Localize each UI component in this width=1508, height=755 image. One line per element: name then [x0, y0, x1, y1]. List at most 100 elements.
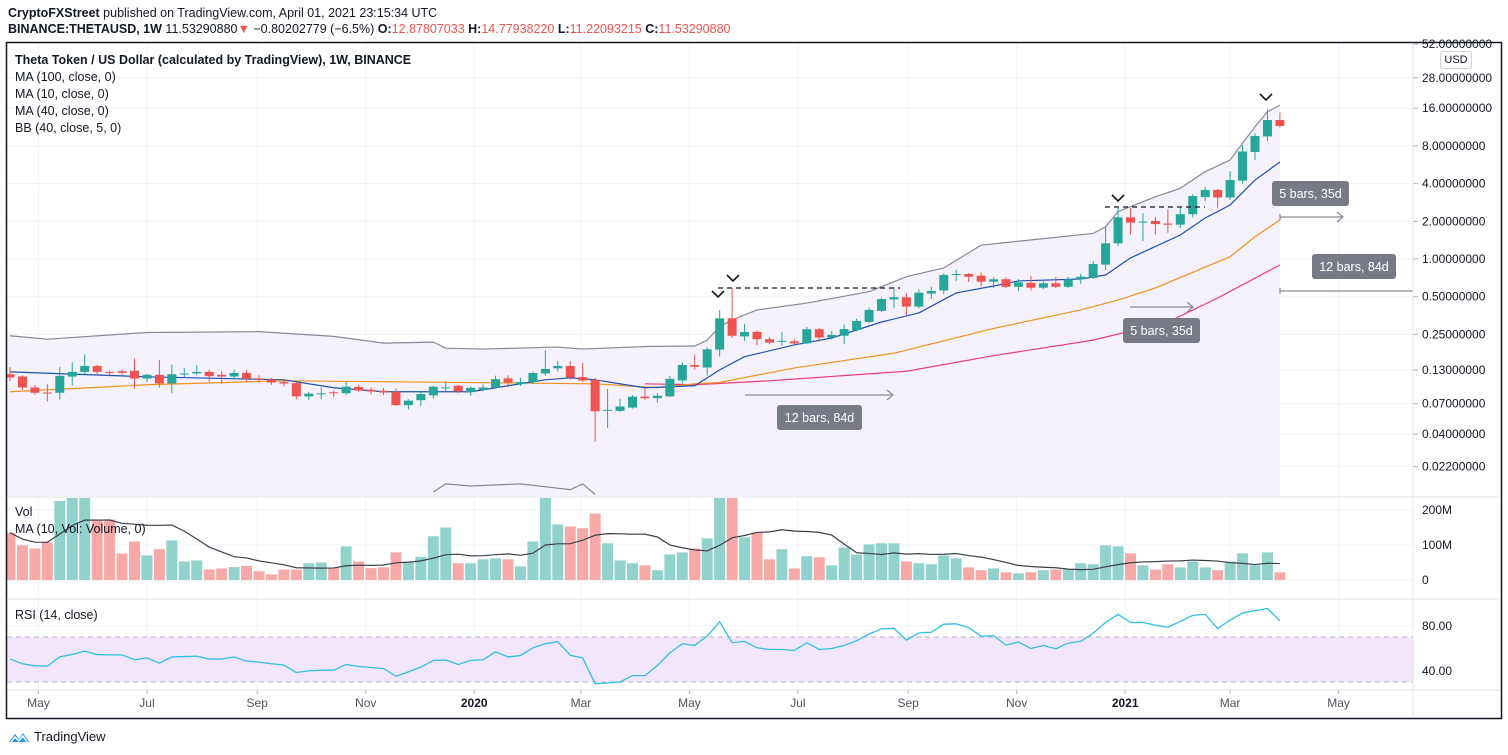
close-value: 11.53290880 — [658, 22, 731, 36]
price-tick-label: 28.00000000 — [1422, 71, 1492, 85]
volume-bar — [1000, 572, 1012, 580]
candle — [7, 367, 15, 382]
legend-ma10[interactable]: MA (10, close, 0) — [15, 87, 109, 101]
candle-body — [1063, 279, 1073, 287]
volume-bar — [1087, 564, 1099, 580]
volume-ma-line — [9, 519, 1280, 571]
candle — [877, 297, 886, 313]
volume-bar — [191, 560, 203, 580]
volume-bar — [751, 532, 763, 580]
volume-bar — [104, 519, 116, 580]
range-label-12-bars-a[interactable]: 12 bars, 84d — [777, 405, 862, 430]
legend-rsi[interactable]: RSI (14, close) — [15, 608, 98, 622]
candle — [553, 361, 563, 372]
range-label-text: 12 bars, 84d — [1319, 260, 1389, 274]
candle-body — [615, 406, 625, 411]
legend-title[interactable]: Theta Token / US Dollar (calculated by T… — [15, 53, 412, 67]
volume-bar — [502, 559, 514, 580]
volume-bar — [141, 555, 153, 580]
volume-bar — [378, 567, 389, 580]
time-tick-label: May — [27, 696, 50, 710]
volume-bar — [1137, 565, 1149, 580]
rsi-line-path — [9, 607, 1281, 685]
high-label: H: — [468, 22, 482, 36]
candle-body — [266, 379, 276, 383]
candles — [7, 109, 1285, 442]
volume-bar — [66, 498, 78, 580]
volume-bar — [178, 561, 190, 580]
volume-bar — [465, 563, 477, 580]
legend-vol-ma[interactable]: MA (10, Vol: Volume, 0) — [15, 522, 146, 536]
legend-bb[interactable]: BB (40, close, 5, 0) — [15, 121, 122, 135]
volume-bar — [41, 542, 53, 580]
range-label-5-bars-b[interactable]: 5 bars, 35d — [1272, 181, 1349, 206]
candle — [130, 358, 139, 389]
volume-bar — [415, 556, 427, 580]
tradingview-logo[interactable]: TradingView — [8, 729, 106, 744]
candle-body — [366, 389, 376, 392]
candle-body — [951, 273, 961, 275]
legend-vol[interactable]: Vol — [15, 505, 33, 519]
candle-body — [1038, 283, 1048, 288]
candle — [989, 277, 999, 289]
volume-bar — [1187, 561, 1199, 580]
date-range-arrow[interactable] — [1279, 211, 1344, 223]
candle — [615, 398, 625, 413]
candle-body — [466, 387, 476, 393]
range-label-text: 12 bars, 84d — [785, 411, 855, 425]
time-tick-label: May — [678, 696, 701, 710]
publisher-name[interactable]: CryptoFXStreet — [8, 6, 100, 20]
candle — [590, 378, 600, 442]
candle-body — [789, 341, 799, 344]
candle-body — [341, 386, 351, 394]
legend-ma100[interactable]: MA (100, close, 0) — [15, 70, 116, 84]
range-label-12-bars-b[interactable]: 12 bars, 84d — [1312, 254, 1396, 279]
range-label-5-bars-a[interactable]: 5 bars, 35d — [1123, 318, 1200, 343]
volume-bar — [153, 549, 165, 580]
candle-body — [528, 372, 538, 383]
candle-body — [7, 374, 15, 378]
candle-body — [1238, 151, 1248, 181]
volume-bar — [689, 548, 701, 580]
volume-bar — [651, 570, 663, 580]
legend-ma40[interactable]: MA (40, close, 0) — [15, 104, 109, 118]
publish-info: CryptoFXStreet published on TradingView.… — [8, 5, 437, 21]
volume-bar — [1224, 561, 1236, 580]
candle — [789, 338, 799, 345]
date-range-arrow[interactable] — [745, 389, 894, 401]
candle-body — [814, 329, 824, 338]
volume-bar — [290, 569, 302, 580]
volume-bar — [1037, 570, 1049, 580]
candle — [1113, 207, 1123, 246]
volume-bar — [1274, 572, 1286, 580]
volume-bar — [963, 567, 975, 580]
volume-bar — [1012, 573, 1024, 580]
bollinger-lower-line — [432, 483, 596, 495]
date-range-arrow[interactable] — [1130, 301, 1194, 313]
candle — [540, 350, 550, 376]
candle-body — [1013, 282, 1023, 287]
date-range-line[interactable] — [1279, 288, 1413, 294]
candle — [441, 381, 451, 392]
ma10-line — [9, 161, 1281, 393]
volume-bar — [216, 568, 228, 580]
candle — [1238, 145, 1248, 185]
candle-body — [453, 385, 463, 392]
candle — [1275, 112, 1285, 128]
candle — [17, 375, 27, 390]
candle — [391, 388, 401, 407]
candle-body — [926, 290, 936, 294]
volume-bar — [365, 568, 377, 580]
candle — [1013, 279, 1023, 291]
volume-bar — [726, 498, 738, 580]
volume-bar — [763, 559, 775, 580]
volume-bar — [988, 568, 1000, 580]
candle-body — [603, 409, 613, 411]
candle — [379, 388, 388, 396]
candle — [1063, 276, 1073, 288]
volume-bar — [1199, 567, 1211, 580]
currency-badge[interactable]: USD — [1440, 51, 1472, 69]
drawings[interactable]: 12 bars, 84d 5 bars, 35d 5 bars, 35d 12 … — [711, 93, 1413, 430]
price-tick-label: 1.00000000 — [1422, 252, 1486, 266]
